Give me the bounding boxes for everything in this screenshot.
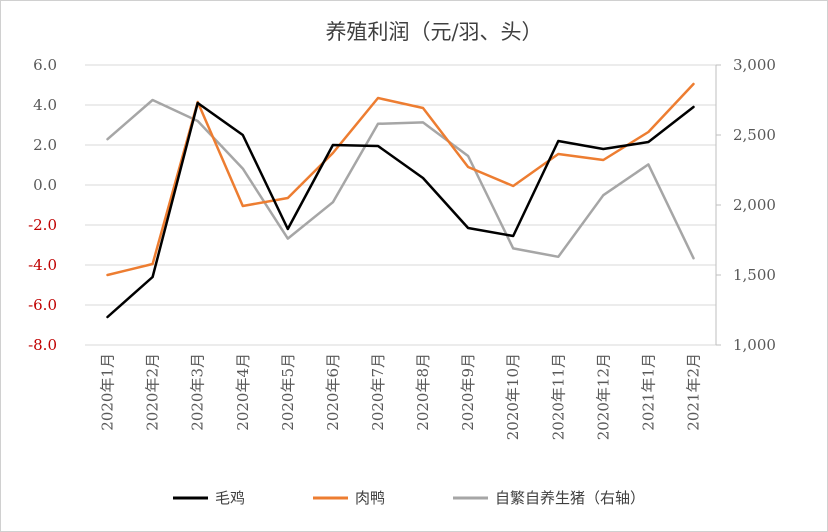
left-axis-tick-label: 6.0 — [33, 56, 57, 74]
gridlines — [85, 64, 716, 346]
legend-label: 毛鸡 — [215, 489, 245, 507]
left-axis-tick-label: -6.0 — [28, 296, 57, 314]
x-axis-tick-label: 2020年12月 — [594, 353, 612, 440]
axes — [715, 64, 721, 346]
chart-title: 养殖利润（元/羽、头） — [325, 20, 542, 44]
legend: 毛鸡 肉鸭 自繁自养生猪（右轴） — [173, 489, 645, 507]
x-axis-tick-label: 2020年11月 — [549, 353, 567, 440]
series-line-2 — [106, 82, 695, 277]
x-axis-tick-label: 2021年2月 — [684, 353, 702, 431]
series-line-3 — [106, 98, 695, 260]
left-axis-tick-label: 0.0 — [33, 176, 57, 194]
x-axis-tick-label: 2020年8月 — [414, 353, 432, 431]
x-axis-tick-label: 2020年1月 — [99, 353, 117, 431]
right-axis-tick-label: 1,500 — [733, 266, 776, 284]
left-axis-tick-label: -2.0 — [28, 216, 57, 234]
x-axis-tick-label: 2020年7月 — [369, 353, 387, 431]
left-axis-tick-label: 2.0 — [33, 136, 57, 154]
x-axis-tick-label: 2020年10月 — [504, 353, 522, 440]
x-axis-tick-label: 2021年1月 — [639, 353, 657, 431]
left-axis-tick-label: -8.0 — [28, 336, 57, 354]
x-axis-tick-label: 2020年5月 — [279, 353, 297, 431]
x-axis-tick-labels: 2020年1月 2020年2月 2020年3月 2020年4月 2020年5月 2020年… — [99, 353, 703, 440]
x-axis-tick-label: 2020年2月 — [144, 353, 162, 431]
series-line-1 — [106, 101, 695, 319]
right-axis-tick-label: 1,000 — [733, 336, 776, 354]
legend-label: 肉鸭 — [355, 489, 385, 507]
right-axis-tick-label: 3,000 — [733, 56, 776, 74]
legend-label: 自繁自养生猪（右轴） — [495, 489, 645, 507]
right-axis-ticks: 3,000 2,500 2,000 1,500 1,000 — [733, 56, 776, 354]
x-axis-tick-label: 2020年3月 — [189, 353, 207, 431]
left-axis-ticks: 6.0 4.0 2.0 0.0 -2.0 -4.0 -6.0 -8.0 — [28, 56, 57, 354]
x-axis-tick-label: 2020年6月 — [324, 353, 342, 431]
left-axis-tick-label: -4.0 — [28, 256, 57, 274]
x-axis-tick-label: 2020年4月 — [234, 353, 252, 431]
x-axis-tick-label: 2020年9月 — [459, 353, 477, 431]
series-lines — [106, 82, 695, 319]
right-axis-tick-label: 2,500 — [733, 126, 776, 144]
right-axis-tick-label: 2,000 — [733, 196, 776, 214]
left-axis-tick-label: 4.0 — [33, 96, 57, 114]
